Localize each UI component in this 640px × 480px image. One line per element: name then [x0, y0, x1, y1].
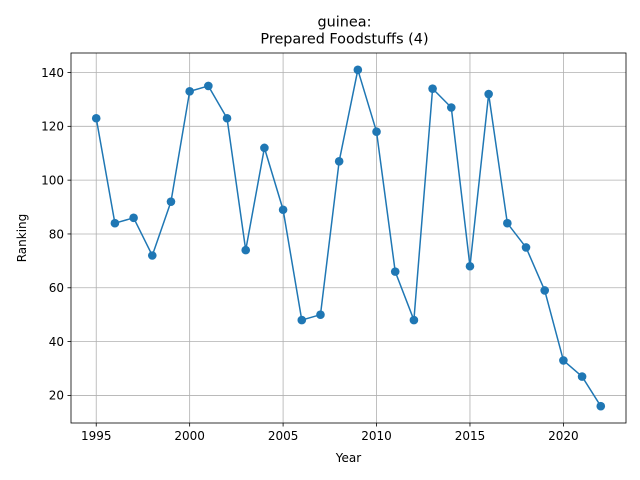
x-tick-label-2015: 2015: [455, 429, 486, 443]
y-axis-ticks: 20 40 60 80 100 120 140: [41, 66, 71, 403]
y-tick-label-60: 60: [49, 281, 64, 295]
data-point-2022: [596, 401, 606, 411]
plot-frame: [70, 52, 627, 424]
data-point-2003: [241, 245, 251, 255]
x-tick-label-2020: 2020: [548, 429, 579, 443]
data-point-2016: [484, 89, 493, 99]
data-point-2008: [334, 157, 344, 166]
data-point-2004: [260, 143, 269, 153]
data-point-1999: [166, 197, 176, 206]
data-point-2000: [185, 87, 194, 96]
data-point-1996: [110, 218, 120, 228]
data-point-1995: [91, 113, 101, 123]
data-point-2020: [559, 356, 568, 365]
data-point-1998: [147, 251, 157, 260]
data-point-2017: [503, 218, 512, 228]
x-axis-label: Year: [335, 451, 361, 465]
series-line: [95, 69, 602, 407]
data-point-2021: [577, 372, 587, 381]
y-tick-label-80: 80: [49, 227, 64, 241]
data-point-2011: [390, 267, 400, 276]
data-point-2012: [409, 315, 419, 325]
data-point-2001: [204, 81, 213, 91]
data-point-2009: [353, 65, 363, 75]
y-axis-label: Ranking: [15, 214, 29, 263]
x-tick-label-2000: 2000: [174, 429, 205, 443]
data-point-2002: [222, 113, 232, 123]
data-point-2015: [465, 261, 475, 271]
y-tick-label-120: 120: [41, 120, 64, 134]
y-tick-label-100: 100: [41, 173, 64, 187]
data-point-2019: [540, 286, 550, 295]
data-point-1997: [129, 213, 138, 223]
series-ranking: [91, 65, 606, 411]
x-tick-label-2010: 2010: [361, 429, 392, 443]
y-tick-label-40: 40: [49, 335, 64, 349]
x-tick-label-2005: 2005: [268, 429, 299, 443]
chart-title-line-1: guinea:: [318, 15, 372, 31]
chart-title-line-2: Prepared Foodstuffs (4): [260, 32, 428, 48]
y-tick-label-20: 20: [49, 389, 64, 403]
data-point-2005: [278, 205, 288, 215]
data-point-2013: [428, 84, 437, 93]
grid-lines: [71, 53, 626, 423]
y-tick-label-140: 140: [41, 66, 64, 80]
x-tick-label-1995: 1995: [81, 429, 112, 443]
x-axis-ticks: 1995 2000 2005 2010 2015 2020: [81, 423, 579, 443]
data-point-2018: [521, 243, 531, 252]
data-point-2006: [297, 315, 307, 325]
data-point-2010: [372, 127, 381, 137]
data-point-2014: [446, 103, 456, 112]
data-point-2007: [316, 310, 325, 319]
